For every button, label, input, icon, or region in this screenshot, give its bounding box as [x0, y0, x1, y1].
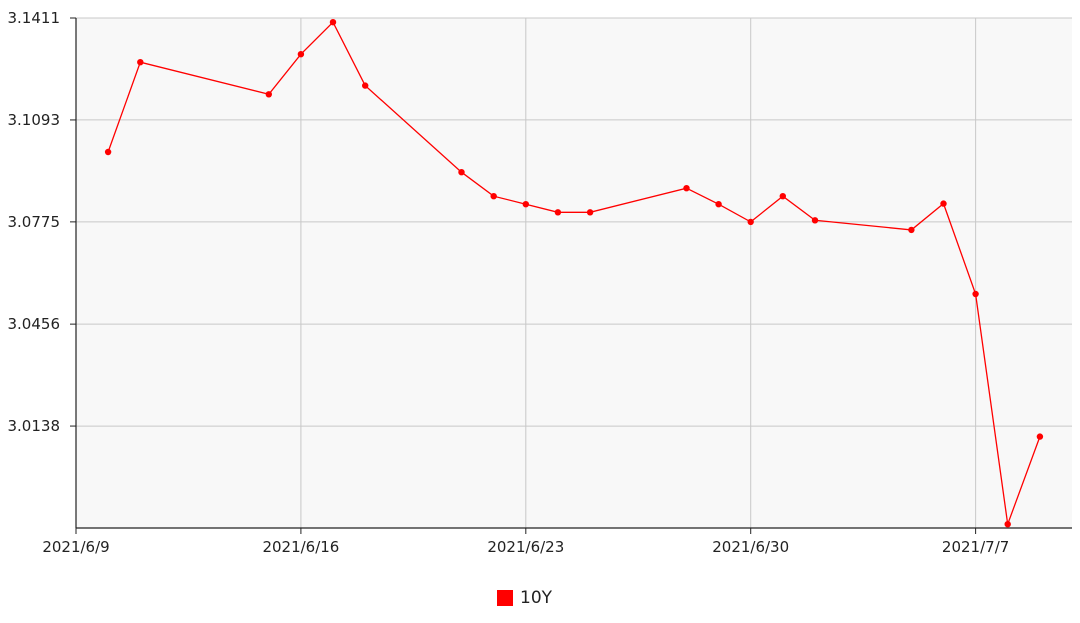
x-tick-label: 2021/6/30 [712, 538, 789, 556]
legend-label: 10Y [520, 588, 553, 608]
y-tick-label: 3.0456 [8, 315, 61, 333]
data-point [586, 209, 594, 216]
plot-area [76, 18, 1072, 528]
data-point [908, 226, 915, 234]
data-point [329, 19, 337, 26]
data-point [811, 217, 819, 224]
data-point [297, 51, 305, 58]
legend: 10Y [497, 588, 552, 608]
y-tick-label: 3.1411 [8, 9, 61, 27]
data-point [554, 209, 562, 216]
data-point [940, 200, 947, 207]
data-point [137, 59, 144, 66]
y-tick-label: 3.0138 [8, 417, 61, 435]
data-point [715, 201, 722, 208]
tick-labels: 3.1411 3.1093 3.0775 3.0456 3.0138 2021/6/9 20… [8, 9, 1010, 556]
legend-swatch [497, 590, 513, 606]
data-point [747, 218, 754, 226]
data-point [458, 169, 465, 176]
data-point [1004, 521, 1011, 528]
gridlines [76, 17, 1072, 528]
x-tick-label: 2021/6/23 [487, 538, 564, 556]
x-tick-label: 2021/6/16 [262, 538, 339, 556]
data-point [683, 185, 690, 192]
axes [70, 17, 1072, 534]
series-group [104, 19, 1044, 528]
data-point [490, 193, 497, 200]
data-point [522, 201, 529, 208]
x-tick-label: 2021/7/7 [942, 538, 1009, 556]
data-point [779, 193, 786, 200]
data-point [1036, 433, 1044, 440]
data-point [972, 290, 979, 298]
y-tick-label: 3.0775 [8, 213, 61, 231]
data-point [362, 82, 369, 89]
x-tick-label: 2021/6/9 [42, 538, 109, 556]
data-point [265, 91, 272, 98]
y-tick-label: 3.1093 [8, 111, 61, 129]
data-point [104, 148, 112, 156]
